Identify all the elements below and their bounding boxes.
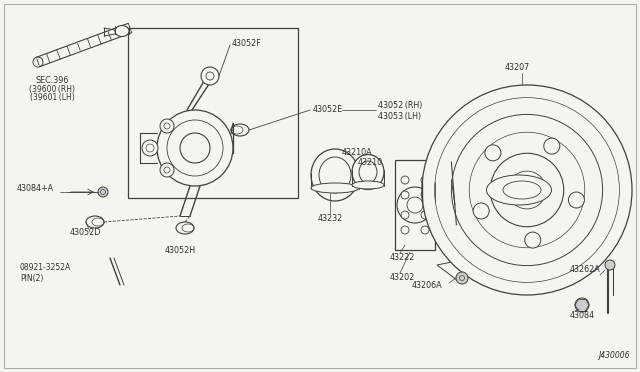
Text: PIN(2): PIN(2) — [20, 273, 44, 282]
Ellipse shape — [486, 175, 552, 205]
Text: 43207: 43207 — [504, 62, 530, 71]
Circle shape — [421, 226, 429, 234]
Circle shape — [422, 85, 632, 295]
Circle shape — [401, 211, 409, 219]
Ellipse shape — [115, 26, 129, 36]
Circle shape — [421, 191, 429, 199]
Text: (39600 (RH): (39600 (RH) — [29, 84, 75, 93]
Text: 43232: 43232 — [318, 214, 343, 222]
Ellipse shape — [352, 181, 384, 189]
Text: 43052H: 43052H — [164, 246, 196, 254]
Text: 43052D: 43052D — [70, 228, 101, 237]
Circle shape — [525, 232, 541, 248]
Text: 43210A: 43210A — [342, 148, 372, 157]
Ellipse shape — [352, 154, 384, 189]
Text: 43084: 43084 — [570, 311, 595, 320]
Circle shape — [142, 140, 158, 156]
Text: 43052 (RH): 43052 (RH) — [378, 100, 422, 109]
Text: 43202: 43202 — [390, 273, 415, 282]
Circle shape — [157, 110, 233, 186]
Circle shape — [485, 145, 501, 161]
Text: 43052E: 43052E — [313, 105, 343, 113]
Text: (39601 (LH): (39601 (LH) — [29, 93, 74, 102]
Circle shape — [544, 138, 560, 154]
Circle shape — [473, 203, 489, 219]
Ellipse shape — [503, 181, 541, 199]
Text: 43206A: 43206A — [412, 280, 443, 289]
Circle shape — [421, 176, 429, 184]
Text: SEC.396: SEC.396 — [35, 76, 68, 84]
Circle shape — [201, 67, 219, 85]
Circle shape — [575, 298, 589, 312]
Ellipse shape — [319, 157, 351, 193]
Ellipse shape — [359, 161, 377, 183]
Circle shape — [397, 187, 433, 223]
Bar — [395, 160, 435, 250]
Circle shape — [160, 119, 174, 133]
Text: 43222: 43222 — [390, 253, 415, 263]
Ellipse shape — [86, 216, 104, 228]
Circle shape — [401, 176, 409, 184]
Text: 43052F: 43052F — [232, 38, 262, 48]
Ellipse shape — [176, 222, 194, 234]
Ellipse shape — [311, 183, 359, 193]
Circle shape — [568, 192, 584, 208]
Circle shape — [160, 163, 174, 177]
Text: 43053 (LH): 43053 (LH) — [378, 112, 421, 121]
Circle shape — [401, 191, 409, 199]
Text: 43210: 43210 — [358, 157, 383, 167]
Ellipse shape — [311, 149, 359, 201]
Text: 08921-3252A: 08921-3252A — [20, 263, 71, 273]
Circle shape — [401, 226, 409, 234]
Circle shape — [456, 272, 468, 284]
Circle shape — [605, 260, 615, 270]
Circle shape — [98, 187, 108, 197]
Text: 43262A: 43262A — [570, 266, 601, 275]
Text: 43084+A: 43084+A — [17, 183, 54, 192]
Circle shape — [421, 211, 429, 219]
Text: J430006: J430006 — [598, 351, 630, 360]
Bar — [128, 28, 298, 198]
Ellipse shape — [231, 124, 249, 136]
